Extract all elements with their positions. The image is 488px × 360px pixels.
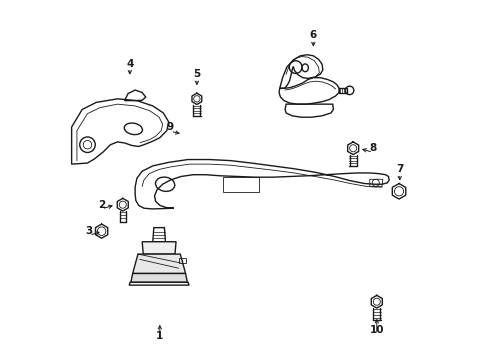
Text: 4: 4 xyxy=(126,59,133,68)
Text: 5: 5 xyxy=(193,69,200,79)
Text: 2: 2 xyxy=(98,200,105,210)
Text: 3: 3 xyxy=(85,226,93,236)
Text: 8: 8 xyxy=(369,143,376,153)
Text: 6: 6 xyxy=(309,30,316,40)
Text: 10: 10 xyxy=(369,325,383,335)
Polygon shape xyxy=(142,242,176,254)
Text: 1: 1 xyxy=(156,331,163,341)
Polygon shape xyxy=(132,254,185,274)
Polygon shape xyxy=(131,274,187,282)
Text: 9: 9 xyxy=(166,122,174,132)
Text: 7: 7 xyxy=(395,165,403,174)
